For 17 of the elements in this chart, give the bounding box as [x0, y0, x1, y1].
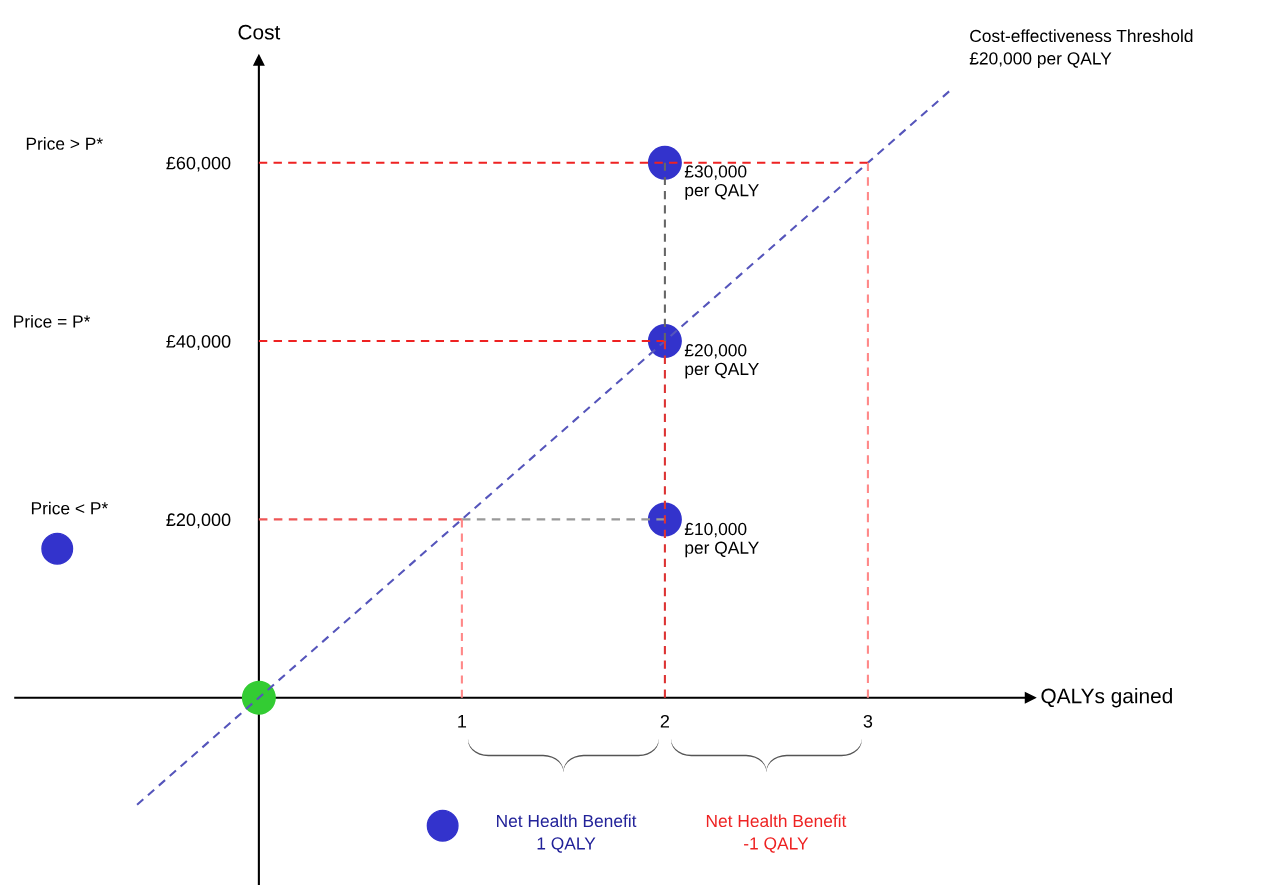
annotation: Price = P*: [14, 314, 91, 328]
annotation: £10,000 per QALY: [684, 522, 759, 558]
annotation: £20,000 per QALY: [684, 344, 759, 379]
x-tick-label: 2: [660, 714, 670, 728]
annotation: Price < P*: [31, 501, 108, 515]
x-tick-label: 1: [458, 715, 467, 728]
x-axis-title: QALYs gained: [1041, 688, 1172, 708]
x-tick-label: 3: [863, 714, 873, 728]
annotation: Cost-effectiveness Threshold £20,000 per QALY: [969, 29, 1193, 68]
y-tick-label: £40,000: [166, 335, 231, 350]
y-axis-title: Cost: [238, 24, 281, 40]
annotation: Net Health Benefit -1 QALY: [706, 814, 847, 853]
y-tick-label: £60,000: [166, 156, 231, 172]
annotation: £30,000 per QALY: [684, 165, 759, 200]
y-tick-label: £20,000: [166, 513, 231, 529]
annotation: Net Health Benefit 1 QALY: [497, 814, 637, 853]
annotation: Price > P*: [26, 137, 103, 150]
